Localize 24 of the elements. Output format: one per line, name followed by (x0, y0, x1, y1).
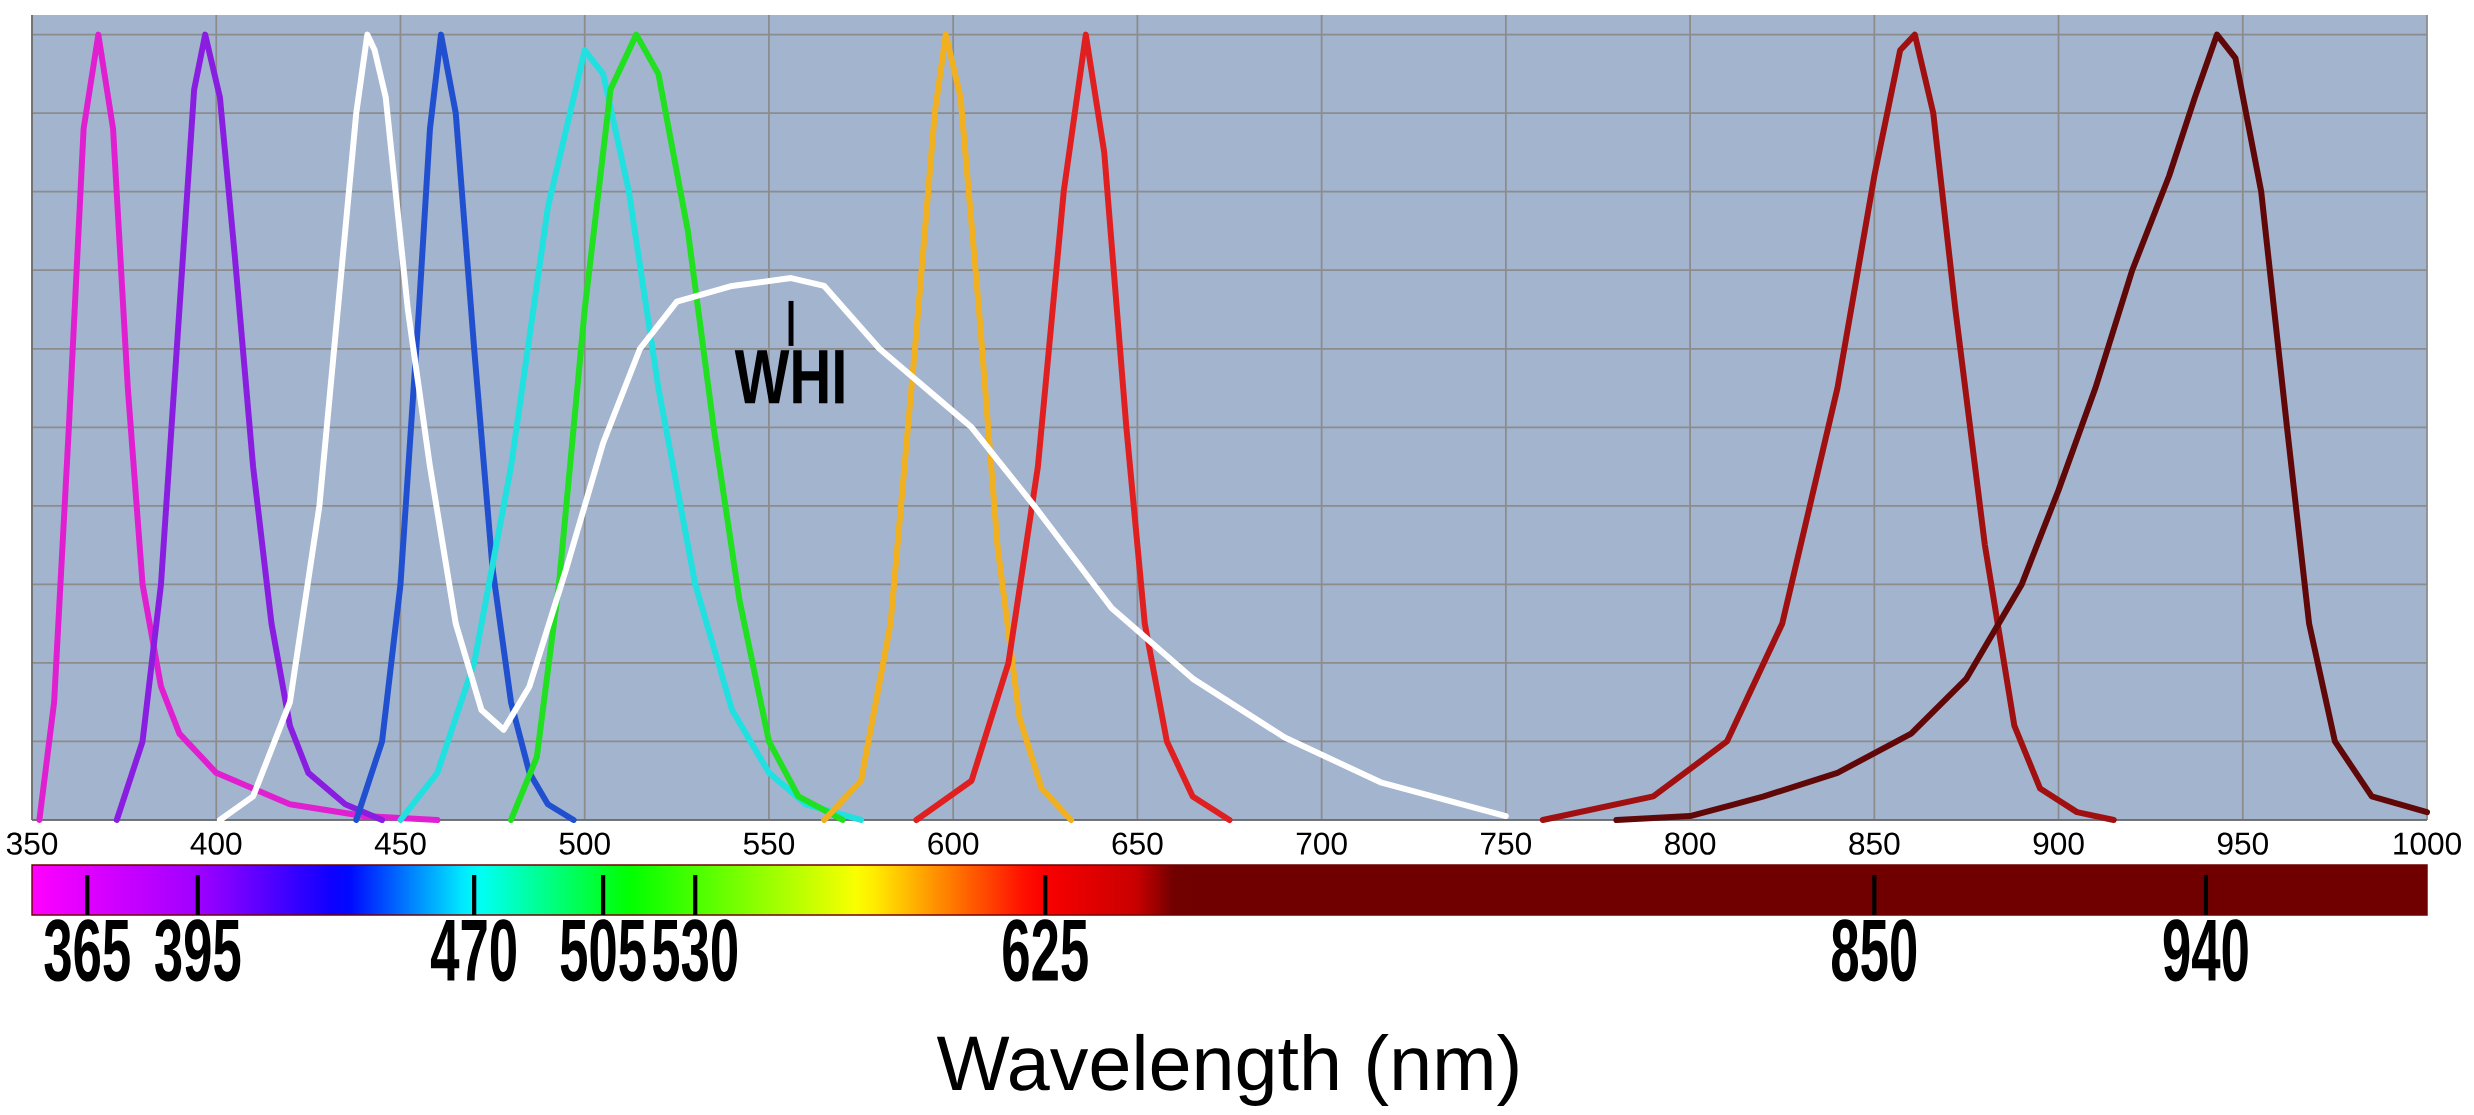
x-tick-label: 1000 (2394, 832, 2461, 855)
x2-tick-label: 940 (2163, 919, 2248, 982)
x-tick-label: 350 (6, 832, 58, 855)
x-axis-title: Wavelength (nm) (936, 1033, 1518, 1107)
x-tick-label: 550 (743, 832, 795, 855)
x2-tick-label: 470 (430, 919, 516, 982)
x-tick-label: 400 (190, 832, 242, 855)
x-tick-label: 450 (374, 832, 426, 855)
x-tick-label: 600 (928, 832, 979, 855)
x2-tick-label: 505 (560, 919, 646, 982)
x2-tick-label: 530 (652, 919, 737, 982)
x-tick-label: 950 (2217, 832, 2268, 855)
x-tick-label: 800 (1665, 832, 1716, 855)
x-tick-label: 750 (1481, 832, 1532, 855)
x-tick-label: 650 (1112, 832, 1163, 855)
x-tick-label: 850 (1849, 832, 1900, 855)
x2-tick-label: 625 (1003, 919, 1088, 982)
x-tick-label: 900 (2033, 832, 2084, 855)
x-tick-label: 700 (1296, 832, 1347, 855)
x-tick-label: 500 (559, 832, 610, 855)
x2-tick-label: 850 (1832, 919, 1917, 982)
x2-tick-label: 395 (155, 919, 241, 982)
x2-tick-label: 365 (44, 919, 130, 982)
annotation: WHI (734, 350, 844, 404)
